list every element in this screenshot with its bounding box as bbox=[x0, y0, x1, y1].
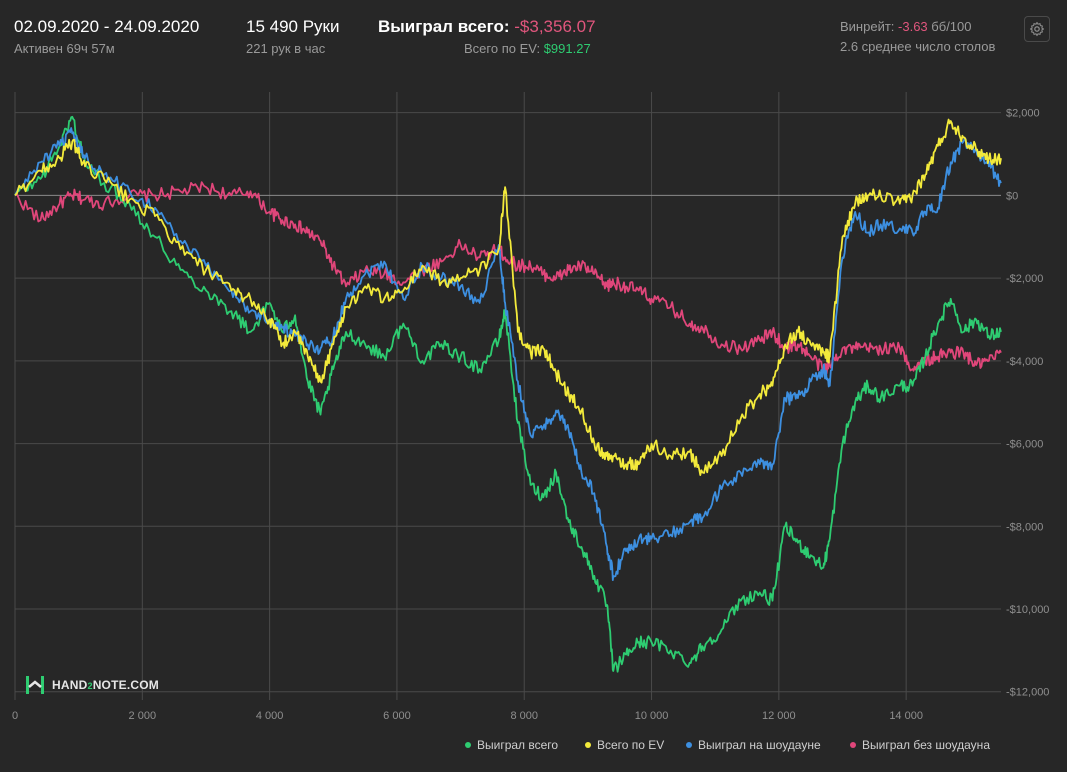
profit-chart: $2,000 $0 -$2,000 -$4,000 -$6,000 -$8,000 -$10… bbox=[12, 92, 1049, 722]
x-tick-label: 10 000 bbox=[635, 710, 669, 722]
avg-tables: 2.6 среднее число столов bbox=[840, 39, 996, 54]
legend-dot bbox=[850, 742, 856, 748]
won-total-summary: Выиграл всего: -$3,356.07 bbox=[378, 17, 596, 37]
y-axis: $2,000 $0 -$2,000 -$4,000 -$6,000 -$8,000 -$10… bbox=[1006, 108, 1049, 699]
hands-per-hour: 221 рук в час bbox=[246, 41, 326, 56]
hand2note-logo-icon bbox=[26, 676, 44, 694]
logo-text-a: HAND bbox=[52, 678, 88, 692]
y-tick-label: -$2,000 bbox=[1006, 273, 1043, 285]
x-tick-label: 0 bbox=[12, 710, 18, 722]
series-line-showdown bbox=[14, 127, 1002, 581]
settings-button[interactable] bbox=[1024, 16, 1050, 42]
date-range: 02.09.2020 - 24.09.2020 bbox=[14, 17, 200, 36]
logo-text-b: 2 bbox=[87, 681, 93, 691]
logo-text: HAND2NOTE.COM bbox=[52, 678, 159, 692]
legend-dot bbox=[686, 742, 692, 748]
y-tick-label: -$10,000 bbox=[1006, 604, 1049, 616]
x-tick-label: 14 000 bbox=[889, 710, 923, 722]
x-tick-label: 8 000 bbox=[510, 710, 538, 722]
x-tick-label: 2 000 bbox=[129, 710, 157, 722]
legend-label: Всего по EV bbox=[597, 738, 665, 752]
winrate: Винрейт: -3.63 бб/100 bbox=[840, 19, 972, 34]
legend-item-showdown[interactable]: Выиграл на шоудауне bbox=[686, 738, 821, 752]
chart-series bbox=[14, 115, 1002, 673]
ev-summary: Всего по EV: $991.27 bbox=[464, 41, 591, 56]
x-tick-label: 4 000 bbox=[256, 710, 284, 722]
legend-label: Выиграл всего bbox=[477, 738, 559, 752]
y-tick-label: $2,000 bbox=[1006, 108, 1040, 120]
legend-item-ev[interactable]: Всего по EV bbox=[585, 738, 664, 752]
active-time: Активен 69ч 57м bbox=[14, 41, 115, 56]
series-line-won-total bbox=[14, 115, 1002, 673]
logo-text-c: NOTE.COM bbox=[92, 678, 159, 692]
ev-label: Всего по EV: bbox=[464, 41, 541, 56]
hands-count: 15 490 Руки bbox=[246, 17, 340, 36]
legend-item-non-showdown[interactable]: Выиграл без шоудауна bbox=[850, 738, 990, 752]
y-tick-label: -$8,000 bbox=[1006, 521, 1043, 533]
y-tick-label: -$12,000 bbox=[1006, 687, 1049, 699]
y-tick-label: -$6,000 bbox=[1006, 439, 1043, 451]
y-tick-label: -$4,000 bbox=[1006, 356, 1043, 368]
x-tick-label: 6 000 bbox=[383, 710, 411, 722]
won-total-label: Выиграл всего: bbox=[378, 17, 510, 36]
legend-dot bbox=[465, 742, 471, 748]
chart-grid bbox=[14, 92, 1001, 700]
y-tick-label: $0 bbox=[1006, 190, 1018, 202]
legend-label: Выиграл без шоудауна bbox=[862, 738, 990, 752]
winrate-value: -3.63 bbox=[898, 19, 928, 34]
hand2note-logo: HAND2NOTE.COM bbox=[24, 674, 159, 696]
won-total-value: -$3,356.07 bbox=[514, 17, 596, 36]
series-line-ev bbox=[14, 118, 1002, 476]
legend-item-won-total[interactable]: Выиграл всего bbox=[465, 738, 558, 752]
gear-icon bbox=[1029, 21, 1045, 37]
legend-label: Выиграл на шоудауне bbox=[698, 738, 821, 752]
legend-dot bbox=[585, 742, 591, 748]
ev-value: $991.27 bbox=[543, 41, 591, 56]
x-axis: 0 2 000 4 000 6 000 8 000 10 000 12 000 14 000 bbox=[12, 710, 923, 722]
x-tick-label: 12 000 bbox=[762, 710, 796, 722]
winrate-label: Винрейт: bbox=[840, 19, 895, 34]
series-line-non-showdown bbox=[14, 181, 1002, 375]
winrate-unit: бб/100 bbox=[931, 19, 972, 34]
